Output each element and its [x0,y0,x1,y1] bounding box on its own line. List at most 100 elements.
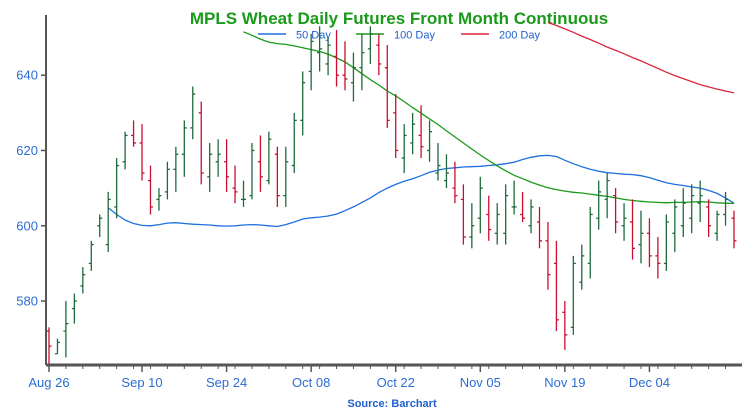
ohlc-bar [655,237,661,279]
ohlc-bar [401,124,407,174]
ohlc-bar [638,210,644,264]
ohlc-bar [562,301,568,350]
ohlc-bars [46,26,737,365]
ohlc-bar [122,131,128,170]
ohlc-bar [587,206,593,279]
x-tick-label: Aug 26 [28,375,69,390]
ohlc-bar [494,203,500,245]
ohlc-bar [460,184,466,245]
ohlc-bar [672,199,678,253]
ohlc-bar [80,267,86,294]
ohlc-bar [300,71,306,136]
ohlc-bar [367,26,373,64]
ohlc-bar [477,176,483,234]
ohlc-bar [63,301,69,358]
ohlc-bar [139,124,145,181]
ohlc-bar [224,139,230,192]
ohlc-bar [646,218,652,268]
ohlc-bar [147,165,153,215]
ohlc-bar [215,139,221,177]
ohlc-bar [342,41,348,91]
ohlc-bar [241,180,247,207]
moving-average-lines [107,21,735,228]
x-tick-label: Oct 22 [377,375,415,390]
ohlc-bar [723,191,729,226]
chart-axes: 580 600 620 640 Aug 26 Sep 10 Sep 24 Oct 08 Oct … [16,15,742,390]
ohlc-bar [427,120,433,162]
ohlc-bar [283,146,289,207]
ohlc-bar [528,199,534,234]
ohlc-bar [410,112,416,155]
x-tick-label: Nov 05 [460,375,501,390]
ohlc-bar [553,240,559,332]
ohlc-bar [689,184,695,234]
ohlc-bar [596,180,602,230]
ohlc-bar [114,158,120,219]
y-tick-label: 620 [16,143,38,158]
ohlc-bar [520,191,526,222]
ohlc-bar [156,188,162,211]
legend-label: 100 Day [394,30,435,42]
ohlc-bar [621,203,627,241]
ohlc-bar [131,120,137,147]
legend-label: 50 Day [296,30,331,42]
ohlc-bar [714,210,720,241]
ohlc-bar [469,203,475,249]
ohlc-bar [274,146,280,207]
ohlc-bar [579,244,585,290]
y-tick-label: 580 [16,294,38,309]
ohlc-bar [443,154,449,189]
ohlc-bar [257,135,263,192]
ohlc-bar [604,173,610,219]
ma-line-2 [243,31,735,205]
ohlc-bar [680,188,686,238]
ohlc-bar [88,240,94,271]
ohlc-bar [54,338,60,355]
ohlc-bar [486,195,492,241]
ohlc-bar [291,112,297,174]
ohlc-bar [376,33,382,76]
chart-legend: 50 Day 100 Day 200 Day [258,30,540,42]
ohlc-bar [105,191,111,253]
ohlc-bar [545,221,551,290]
ohlc-bar [697,180,703,222]
ohlc-bar [384,45,390,128]
ohlc-bar [503,184,509,245]
ohlc-bar [190,86,196,140]
ohlc-bar [663,214,669,271]
ohlc-bar [46,327,52,365]
x-tick-label: Oct 08 [292,375,330,390]
ohlc-bar [359,33,365,91]
ohlc-bar [97,214,103,238]
ohlc-bar [536,206,542,249]
ohlc-bar [452,161,458,204]
ohlc-bar [435,142,441,181]
ohlc-bar [334,30,340,87]
y-tick-label: 600 [16,218,38,233]
ohlc-bar [511,180,517,215]
ohlc-bar [630,199,636,260]
x-tick-label: Sep 10 [121,375,162,390]
ohlc-bar [71,293,77,324]
ohlc-bar [198,101,204,185]
chart-source: Source: Barchart [347,398,437,410]
ma-line-1 [107,154,735,228]
ohlc-bar [570,255,576,335]
y-tick-label: 640 [16,68,38,83]
ohlc-bar [181,120,187,177]
ohlc-bar [308,33,314,91]
ohlc-bar [350,52,356,102]
x-tick-label: Dec 04 [629,375,670,390]
ohlc-bar [317,26,323,72]
x-tick-label: Sep 24 [206,375,247,390]
ohlc-bar [706,199,712,238]
ohlc-bar [249,142,255,200]
ohlc-bar [393,94,399,159]
x-tick-label: Nov 19 [544,375,585,390]
ohlc-bar [731,210,737,249]
ohlc-bar [325,37,331,76]
ohlc-bar [266,131,272,185]
ohlc-bar [164,161,170,200]
ma-line-3 [547,21,735,94]
